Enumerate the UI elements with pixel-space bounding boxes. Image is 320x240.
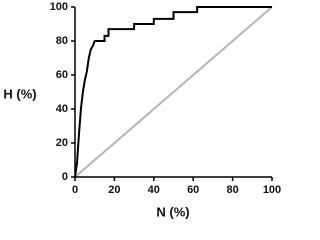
y-tick-label: 20 <box>56 137 68 149</box>
line <box>74 6 273 178</box>
y-tick-label: 40 <box>56 103 68 115</box>
y-tick-label: 80 <box>56 35 68 47</box>
x-tick-label: 40 <box>148 184 160 196</box>
y-tick-label: 60 <box>56 69 68 81</box>
x-tick-label: 60 <box>187 184 199 196</box>
line <box>74 6 272 178</box>
chart: H (%) N (%) 0 20 40 60 80 100 0 20 40 60 80 100 <box>3 1 281 220</box>
x-tick-label: 20 <box>108 184 120 196</box>
x-tick-label: 0 <box>72 184 78 196</box>
y-axis-title: H (%) <box>3 86 36 101</box>
page: {"chart_data": {"type": "line", "x_label… <box>3 0 282 220</box>
x-axis-title: N (%) <box>156 204 189 219</box>
y-tick-label: 100 <box>50 1 68 13</box>
x-tick-label: 80 <box>226 184 238 196</box>
axes <box>74 7 272 178</box>
x-tick-label: 100 <box>263 184 281 196</box>
y-tick-label: 0 <box>62 171 68 183</box>
